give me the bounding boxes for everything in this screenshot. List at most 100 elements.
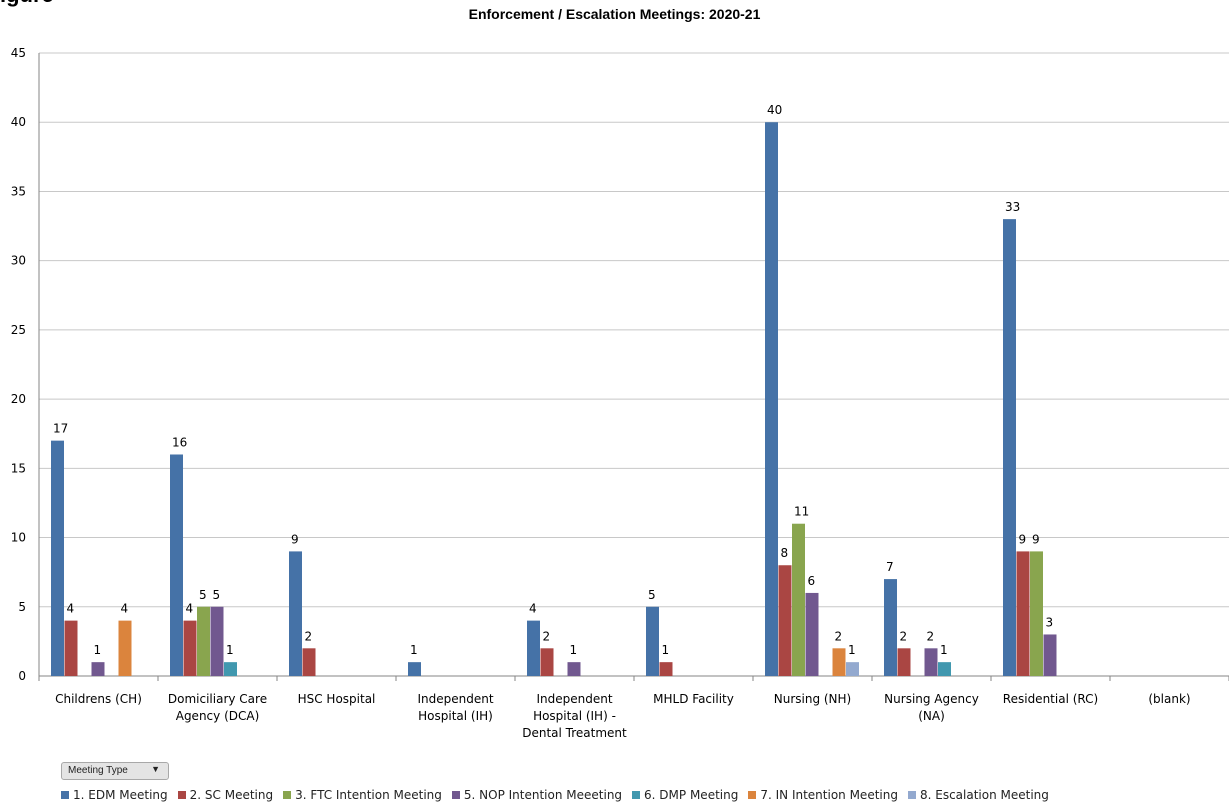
bar [1003, 219, 1016, 676]
bar [778, 565, 792, 676]
meeting-type-filter-button[interactable]: Meeting Type ▼ [61, 762, 169, 780]
x-tick-label: Hospital (IH) [418, 709, 493, 723]
chevron-down-icon[interactable]: ▼ [151, 764, 160, 774]
bar [118, 620, 132, 676]
x-tick-label: Hospital (IH) - [533, 709, 616, 723]
bar [884, 579, 897, 676]
data-label: 2 [543, 629, 551, 643]
legend-item: 7. IN Intention Meeting [748, 788, 898, 802]
legend-item: 2. SC Meeting [177, 788, 274, 802]
chart-title: Enforcement / Escalation Meetings: 2020-… [468, 6, 761, 22]
data-label: 2 [305, 629, 313, 643]
y-axis-ticks: 0 5 10 15 20 25 30 35 40 45 [11, 46, 26, 683]
bar [924, 648, 938, 676]
data-label: 1 [226, 643, 234, 657]
legend-swatch [632, 791, 641, 799]
x-tick-label: Dental Treatment [522, 726, 627, 740]
data-label: 1 [410, 643, 418, 657]
bar [302, 648, 316, 676]
legend-item: 5. NOP Intention Meeeting [451, 788, 623, 802]
y-tick-label: 5 [18, 600, 26, 614]
data-label: 1 [94, 643, 102, 657]
legend-label: 6. DMP Meeting [644, 788, 739, 802]
bar [765, 122, 778, 676]
x-tick-label: HSC Hospital [298, 692, 376, 706]
legend-swatch [748, 791, 757, 799]
data-label: 7 [886, 560, 894, 574]
data-label: 40 [767, 103, 782, 117]
data-label: 4 [67, 602, 75, 616]
bar [938, 662, 951, 676]
bar [51, 440, 64, 676]
bars [51, 122, 1057, 676]
x-tick-label: Nursing (NH) [774, 692, 852, 706]
bar [183, 620, 197, 676]
data-label: 8 [781, 546, 789, 560]
bar [1030, 551, 1043, 676]
bar [91, 662, 105, 676]
legend-swatch [451, 791, 460, 799]
legend-label: 3. FTC Intention Meeting [295, 788, 442, 802]
legend-label: 2. SC Meeting [189, 788, 274, 802]
y-tick-label: 0 [18, 669, 26, 683]
data-label: 5 [199, 588, 207, 602]
x-tick-label: Independent [536, 692, 612, 706]
data-label: 9 [1032, 532, 1040, 546]
x-tick-label: Nursing Agency [884, 692, 979, 706]
data-label: 2 [900, 629, 908, 643]
legend-swatch [61, 791, 69, 799]
legend-label: 8. Escalation Meeting [919, 788, 1049, 802]
bar [197, 606, 210, 676]
data-label: 1 [848, 643, 856, 657]
bar [527, 620, 540, 676]
legend-label: 5. NOP Intention Meeeting [463, 788, 623, 802]
bar [646, 606, 659, 676]
y-tick-label: 15 [11, 461, 26, 475]
x-tick-label: Agency (DCA) [176, 709, 260, 723]
data-label: 11 [794, 505, 809, 519]
bar [64, 620, 78, 676]
bar [805, 592, 819, 676]
data-label: 1 [570, 643, 578, 657]
data-label: 5 [648, 588, 656, 602]
bar [1016, 551, 1030, 676]
data-label: 4 [121, 602, 129, 616]
y-tick-label: 10 [11, 531, 26, 545]
data-label: 1 [662, 643, 670, 657]
bar [832, 648, 846, 676]
y-tick-label: 45 [11, 46, 26, 60]
y-tick-label: 40 [11, 115, 26, 129]
y-tick-label: 20 [11, 392, 26, 406]
x-tick-label: Residential (RC) [1003, 692, 1098, 706]
data-label: 4 [529, 602, 537, 616]
bar [792, 523, 805, 676]
bar [289, 551, 302, 676]
data-label: 1 [940, 643, 948, 657]
legend-label: 7. IN Intention Meeting [760, 788, 898, 802]
bar [897, 648, 911, 676]
data-label: 3 [1046, 615, 1054, 629]
data-label: 2 [835, 629, 843, 643]
figure-label: igure [0, 0, 54, 8]
filter-button-label: Meeting Type [68, 765, 128, 776]
bar [659, 662, 673, 676]
bar [846, 662, 859, 676]
legend-label: 1. EDM Meeting [73, 788, 168, 802]
data-label: 9 [291, 532, 299, 546]
legend-item: 8. Escalation Meeting [907, 788, 1049, 802]
data-label: 17 [53, 422, 68, 436]
x-tick-label: (blank) [1148, 692, 1190, 706]
y-tick-label: 25 [11, 323, 26, 337]
legend-swatch [177, 791, 186, 799]
y-tick-label: 35 [11, 184, 26, 198]
x-tick-label: MHLD Facility [653, 692, 734, 706]
bar [540, 648, 554, 676]
data-label: 6 [808, 574, 816, 588]
bar [170, 454, 183, 676]
y-tick-label: 30 [11, 254, 26, 268]
data-label: 33 [1005, 200, 1020, 214]
x-tick-label: (NA) [918, 709, 945, 723]
bar [210, 606, 224, 676]
